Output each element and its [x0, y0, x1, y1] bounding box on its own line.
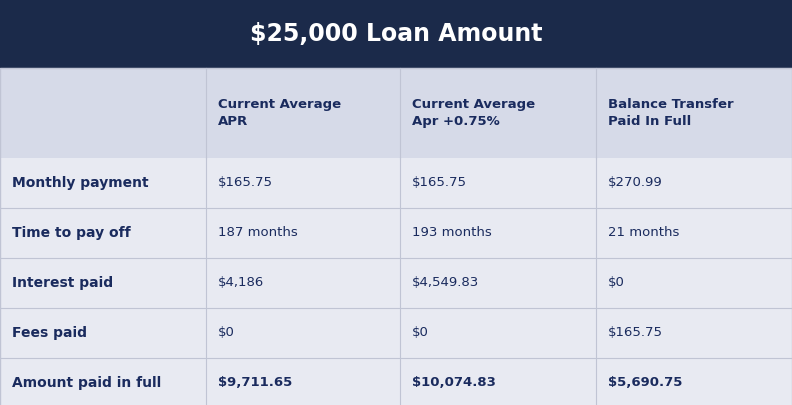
- Text: $4,549.83: $4,549.83: [412, 277, 479, 290]
- Bar: [0, 308, 792, 358]
- Text: $25,000 Loan Amount: $25,000 Loan Amount: [249, 22, 543, 46]
- Text: Interest paid: Interest paid: [12, 276, 113, 290]
- Text: 193 months: 193 months: [412, 226, 492, 239]
- Text: $165.75: $165.75: [412, 177, 467, 190]
- Bar: [0, 258, 792, 308]
- Text: $5,690.75: $5,690.75: [607, 377, 682, 390]
- Text: 187 months: 187 months: [218, 226, 298, 239]
- Text: Current Average
Apr +0.75%: Current Average Apr +0.75%: [412, 98, 535, 128]
- Text: 21 months: 21 months: [607, 226, 679, 239]
- Text: $4,186: $4,186: [218, 277, 265, 290]
- Text: $0: $0: [412, 326, 428, 339]
- Text: $10,074.83: $10,074.83: [412, 377, 496, 390]
- Bar: [0, 68, 792, 405]
- Text: Time to pay off: Time to pay off: [12, 226, 131, 240]
- Text: Fees paid: Fees paid: [12, 326, 87, 340]
- Bar: [0, 208, 792, 258]
- Text: $0: $0: [607, 277, 624, 290]
- Text: Current Average
APR: Current Average APR: [218, 98, 341, 128]
- Text: Balance Transfer
Paid In Full: Balance Transfer Paid In Full: [607, 98, 733, 128]
- Text: $270.99: $270.99: [607, 177, 662, 190]
- Bar: [0, 0, 792, 68]
- Text: $0: $0: [218, 326, 234, 339]
- Bar: [0, 158, 792, 208]
- Text: $165.75: $165.75: [218, 177, 273, 190]
- Text: $9,711.65: $9,711.65: [218, 377, 292, 390]
- Text: Amount paid in full: Amount paid in full: [12, 376, 162, 390]
- Text: $165.75: $165.75: [607, 326, 663, 339]
- Bar: [0, 68, 792, 158]
- Bar: [0, 358, 792, 405]
- Text: Monthly payment: Monthly payment: [12, 176, 149, 190]
